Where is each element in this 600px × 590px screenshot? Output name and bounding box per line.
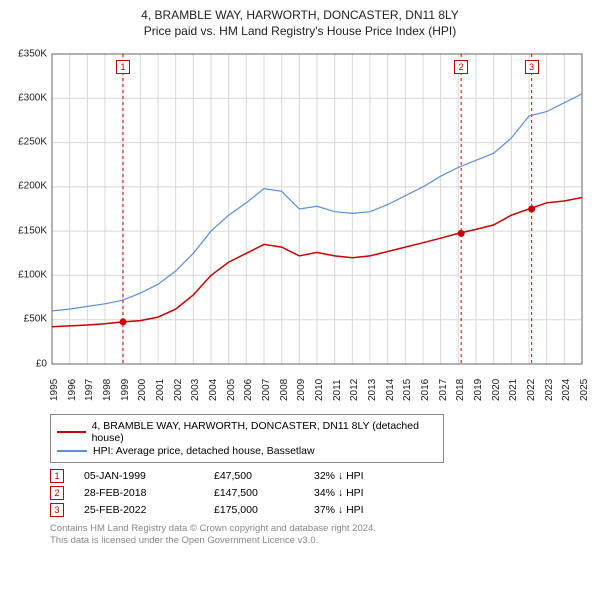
y-tick-label: £100K (18, 270, 47, 281)
y-tick-label: £300K (18, 92, 47, 103)
chart-marker-2: 2 (454, 60, 468, 74)
x-tick-label: 2019 (473, 378, 484, 400)
x-tick-label: 2001 (155, 378, 166, 400)
legend-swatch (57, 431, 86, 433)
legend-item: HPI: Average price, detached house, Bass… (57, 445, 437, 457)
x-tick-label: 1997 (84, 378, 95, 400)
x-tick-label: 2024 (561, 378, 572, 400)
legend-label: 4, BRAMBLE WAY, HARWORTH, DONCASTER, DN1… (92, 420, 437, 444)
y-tick-label: £50K (24, 314, 47, 325)
legend-swatch (57, 450, 87, 452)
x-tick-label: 2011 (332, 379, 343, 401)
footer-line1: Contains HM Land Registry data © Crown c… (50, 523, 580, 535)
x-tick-label: 2023 (544, 378, 555, 400)
legend-item: 4, BRAMBLE WAY, HARWORTH, DONCASTER, DN1… (57, 420, 437, 444)
y-tick-label: £150K (18, 225, 47, 236)
chart-svg (10, 46, 590, 406)
x-tick-label: 2021 (508, 378, 519, 400)
x-tick-label: 2025 (579, 378, 590, 400)
transaction-row: 2 28-FEB-2018£147,50034% ↓ HPI (50, 486, 580, 500)
x-tick-label: 2002 (173, 378, 184, 400)
x-tick-label: 2012 (349, 378, 360, 400)
chart-title-line1: 4, BRAMBLE WAY, HARWORTH, DONCASTER, DN1… (10, 8, 590, 24)
transaction-pct: 34% ↓ HPI (314, 487, 414, 499)
transaction-row: 1 05-JAN-1999£47,50032% ↓ HPI (50, 469, 580, 483)
x-tick-label: 2005 (226, 378, 237, 400)
x-tick-label: 2009 (296, 378, 307, 400)
chart-marker-3: 3 (525, 60, 539, 74)
x-tick-label: 1995 (49, 378, 60, 400)
x-tick-label: 2015 (402, 378, 413, 400)
transactions-table: 1 05-JAN-1999£47,50032% ↓ HPI 2 28-FEB-2018… (50, 469, 580, 517)
x-tick-label: 2020 (491, 378, 502, 400)
transaction-price: £47,500 (214, 470, 314, 482)
footer-line2: This data is licensed under the Open Gov… (50, 535, 580, 547)
x-tick-label: 2010 (314, 378, 325, 400)
y-tick-label: £350K (18, 48, 47, 59)
x-tick-label: 1999 (120, 378, 131, 400)
transaction-pct: 37% ↓ HPI (314, 504, 414, 516)
x-tick-label: 2014 (385, 378, 396, 400)
transaction-price: £147,500 (214, 487, 314, 499)
y-tick-label: £200K (18, 181, 47, 192)
transaction-date: 05-JAN-1999 (84, 470, 214, 482)
transaction-marker: 2 (50, 486, 64, 500)
x-tick-label: 2017 (438, 378, 449, 400)
x-tick-label: 2004 (208, 378, 219, 400)
transaction-pct: 32% ↓ HPI (314, 470, 414, 482)
x-tick-label: 2008 (279, 378, 290, 400)
y-tick-label: £250K (18, 137, 47, 148)
transaction-marker: 1 (50, 469, 64, 483)
x-tick-label: 2003 (190, 378, 201, 400)
x-tick-label: 2007 (261, 378, 272, 400)
x-tick-label: 2000 (137, 378, 148, 400)
transaction-row: 3 25-FEB-2022£175,00037% ↓ HPI (50, 503, 580, 517)
x-tick-label: 1996 (67, 378, 78, 400)
x-tick-label: 2016 (420, 378, 431, 400)
y-tick-label: £0 (36, 358, 47, 369)
x-tick-label: 2013 (367, 378, 378, 400)
chart-legend: 4, BRAMBLE WAY, HARWORTH, DONCASTER, DN1… (50, 414, 444, 463)
legend-label: HPI: Average price, detached house, Bass… (93, 445, 315, 457)
transaction-price: £175,000 (214, 504, 314, 516)
x-tick-label: 2006 (243, 378, 254, 400)
chart-title-line2: Price paid vs. HM Land Registry's House … (10, 24, 590, 38)
x-tick-label: 1998 (102, 378, 113, 400)
transaction-date: 28-FEB-2018 (84, 487, 214, 499)
x-tick-label: 2018 (455, 378, 466, 400)
transaction-marker: 3 (50, 503, 64, 517)
footer-attribution: Contains HM Land Registry data © Crown c… (50, 523, 580, 548)
x-tick-label: 2022 (526, 378, 537, 400)
chart-marker-1: 1 (116, 60, 130, 74)
chart-plot-area: £0 £50K £100K £150K £200K £250K £300K £350K 1995… (10, 46, 590, 406)
transaction-date: 25-FEB-2022 (84, 504, 214, 516)
